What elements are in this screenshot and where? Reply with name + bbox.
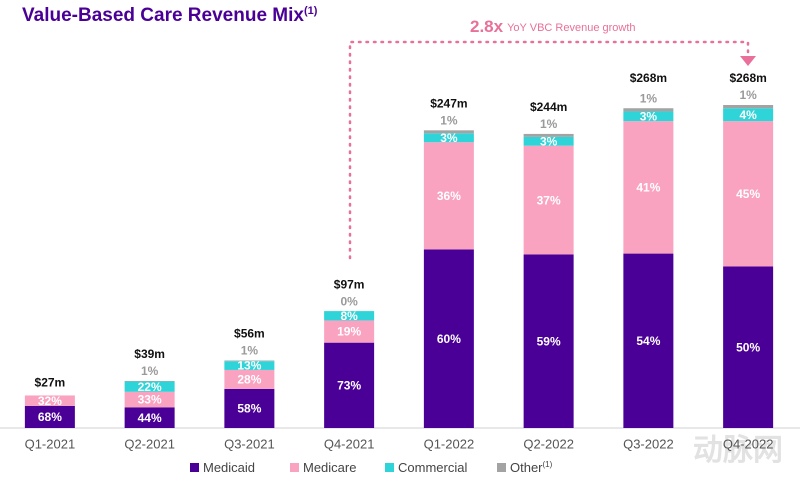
bar-segment xyxy=(24,405,75,428)
bar-segment xyxy=(523,133,574,137)
bar-segment xyxy=(324,311,375,321)
bar-segment xyxy=(423,130,474,134)
x-tick-label: Q2-2022 xyxy=(523,436,574,451)
title-text: Value-Based Care Revenue Mix xyxy=(22,5,304,26)
total-label: $268m xyxy=(630,71,667,85)
legend-name: Medicaid xyxy=(203,460,255,475)
legend-swatch xyxy=(190,463,199,472)
bar-segment xyxy=(124,391,175,408)
bar-segment xyxy=(723,108,774,122)
bar-segment xyxy=(423,249,474,428)
data-label: 54% xyxy=(636,334,660,348)
bar-segment xyxy=(723,121,774,267)
data-label: 58% xyxy=(237,402,261,416)
title-superscript: (1) xyxy=(304,5,318,17)
legend-swatch xyxy=(385,463,394,472)
total-label: $247m xyxy=(430,96,467,110)
total-label: $56m xyxy=(234,327,265,341)
bar-segment xyxy=(324,342,375,428)
bar-segment xyxy=(224,361,275,370)
data-label: 59% xyxy=(537,334,561,348)
data-label: 3% xyxy=(640,109,658,123)
bar-segment xyxy=(723,266,774,428)
data-label: 3% xyxy=(440,131,458,145)
bar-segment xyxy=(623,111,674,122)
bar-segment xyxy=(523,145,574,255)
data-label: 68% xyxy=(38,410,62,424)
annotation: 2.8x YoY VBC Revenue growth xyxy=(470,17,636,36)
bar-segment xyxy=(523,254,574,428)
data-label: 1% xyxy=(640,91,658,105)
data-label: 1% xyxy=(141,364,159,378)
total-label: $97m xyxy=(334,277,365,291)
annotation-multiple: 2.8x xyxy=(470,17,504,36)
total-label: $244m xyxy=(530,100,567,114)
x-tick-label: Q4-2022 xyxy=(723,436,774,451)
data-label: 1% xyxy=(241,344,259,358)
data-label: 1% xyxy=(440,113,458,127)
legend-name: Medicare xyxy=(303,460,356,475)
data-label: 8% xyxy=(340,309,358,323)
bar-segment xyxy=(224,388,275,428)
bar-segment xyxy=(224,369,275,389)
chart-title: Value-Based Care Revenue Mix(1) xyxy=(22,5,318,26)
data-label: 50% xyxy=(736,340,760,354)
bar-segment xyxy=(423,133,474,143)
annotation-line xyxy=(348,40,750,260)
bar-segment xyxy=(124,381,175,392)
data-label: 36% xyxy=(437,189,461,203)
data-label: 22% xyxy=(138,380,162,394)
bar-segment xyxy=(623,253,674,428)
data-label: 4% xyxy=(739,108,757,122)
legend-superscript: (1) xyxy=(543,460,553,469)
legend-swatch xyxy=(290,463,299,472)
bar-segment xyxy=(224,360,275,362)
x-tick-label: Q3-2021 xyxy=(224,436,275,451)
bar-segment xyxy=(324,320,375,343)
data-label: 1% xyxy=(540,117,558,131)
bar-segment xyxy=(623,121,674,254)
data-label: 44% xyxy=(138,411,162,425)
x-tick-label: Q1-2022 xyxy=(424,436,475,451)
x-tick-label: Q3-2022 xyxy=(623,436,674,451)
total-label: $27m xyxy=(35,376,66,390)
bar-segment xyxy=(723,105,774,109)
data-label: 1% xyxy=(739,88,757,102)
legend-name: Commercial xyxy=(398,460,467,475)
legend-label: Commercial xyxy=(398,460,467,475)
x-tick-label: Q2-2021 xyxy=(124,436,175,451)
data-label: 33% xyxy=(138,393,162,407)
data-label: 37% xyxy=(537,193,561,207)
data-label: 45% xyxy=(736,187,760,201)
data-label: 41% xyxy=(636,181,660,195)
total-label: $268m xyxy=(729,71,766,85)
bar-segment xyxy=(423,142,474,250)
data-label: 32% xyxy=(38,394,62,408)
legend-label: Medicaid xyxy=(203,460,255,475)
legend-label: Medicare xyxy=(303,460,356,475)
bar-segment xyxy=(24,395,75,406)
x-tick-label: Q4-2021 xyxy=(324,436,375,451)
bar-segment xyxy=(623,108,674,112)
data-label: 0% xyxy=(340,294,358,308)
data-label: 13% xyxy=(237,359,261,373)
legend-name: Other xyxy=(510,460,543,475)
legend-label: Other(1) xyxy=(510,460,553,475)
data-label: 28% xyxy=(237,373,261,387)
data-label: 19% xyxy=(337,325,361,339)
annotation-arrow xyxy=(740,56,756,66)
data-label: 73% xyxy=(337,379,361,393)
legend-swatch xyxy=(497,463,506,472)
data-label: 3% xyxy=(540,134,558,148)
bar-segment xyxy=(124,407,175,428)
x-tick-label: Q1-2021 xyxy=(25,436,76,451)
watermark: 动脉网 xyxy=(693,434,783,467)
total-label: $39m xyxy=(134,347,165,361)
bar-segment xyxy=(523,136,574,146)
data-label: 60% xyxy=(437,332,461,346)
annotation-text: YoY VBC Revenue growth xyxy=(507,22,635,34)
